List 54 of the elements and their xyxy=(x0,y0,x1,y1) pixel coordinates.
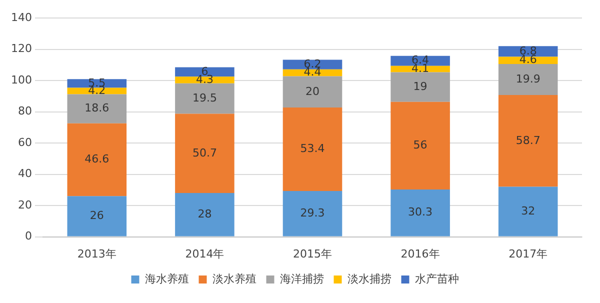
bar xyxy=(498,95,558,187)
bar xyxy=(175,114,234,194)
bar xyxy=(175,193,234,236)
x-tick-label: 2015年 xyxy=(293,247,332,260)
data-label: 26 xyxy=(90,209,104,222)
bar xyxy=(390,102,450,190)
bar xyxy=(498,64,558,96)
bar xyxy=(498,186,558,236)
bar xyxy=(282,108,342,192)
y-tick-label: 60 xyxy=(18,136,32,149)
y-tick-label: 100 xyxy=(10,73,32,86)
bar xyxy=(390,189,450,236)
bar xyxy=(390,72,450,102)
bar xyxy=(282,69,342,76)
data-label: 18.6 xyxy=(84,102,110,115)
legend-label: 海洋捕捞 xyxy=(280,272,324,286)
data-label: 50.7 xyxy=(192,146,217,160)
x-tick-label: 2017年 xyxy=(508,247,548,260)
data-label: 56 xyxy=(413,138,428,152)
y-tick-label: 20 xyxy=(18,198,32,212)
x-tick-label: 2013年 xyxy=(77,247,116,260)
data-label: 58.7 xyxy=(516,134,540,147)
bar xyxy=(175,76,234,84)
y-tick-label: 80 xyxy=(18,104,32,118)
bar xyxy=(175,83,234,114)
data-label: 6 xyxy=(201,64,208,78)
x-tick-label: 2014年 xyxy=(185,247,224,260)
data-label: 28 xyxy=(198,208,212,221)
data-label: 29.3 xyxy=(300,206,325,220)
bar xyxy=(282,60,342,70)
bar xyxy=(67,123,127,196)
data-label: 32 xyxy=(521,204,536,218)
y-tick-label: 40 xyxy=(18,167,32,180)
data-label: 19 xyxy=(413,80,428,93)
data-label: 46.6 xyxy=(84,152,110,166)
data-label: 19.5 xyxy=(192,91,217,104)
x-tick-label: 2016年 xyxy=(400,247,440,260)
data-label: 20 xyxy=(306,84,320,98)
legend-label: 水产苗种 xyxy=(414,272,459,286)
bar xyxy=(282,191,342,236)
bar xyxy=(282,76,342,108)
data-label: 30.3 xyxy=(408,206,433,219)
bar xyxy=(67,196,127,236)
legend-label: 淡水捕捞 xyxy=(347,272,392,286)
legend-label: 海水养殖 xyxy=(144,272,189,286)
data-label: 19.9 xyxy=(516,72,540,86)
data-label: 53.4 xyxy=(300,142,325,156)
legend-label: 淡水养殖 xyxy=(212,272,256,286)
bar xyxy=(67,88,127,94)
y-tick-label: 0 xyxy=(24,230,32,243)
data-label: 4.6 xyxy=(519,53,537,66)
y-tick-label: 140 xyxy=(10,10,32,24)
y-tick-label: 120 xyxy=(10,42,32,56)
bar xyxy=(67,94,127,124)
